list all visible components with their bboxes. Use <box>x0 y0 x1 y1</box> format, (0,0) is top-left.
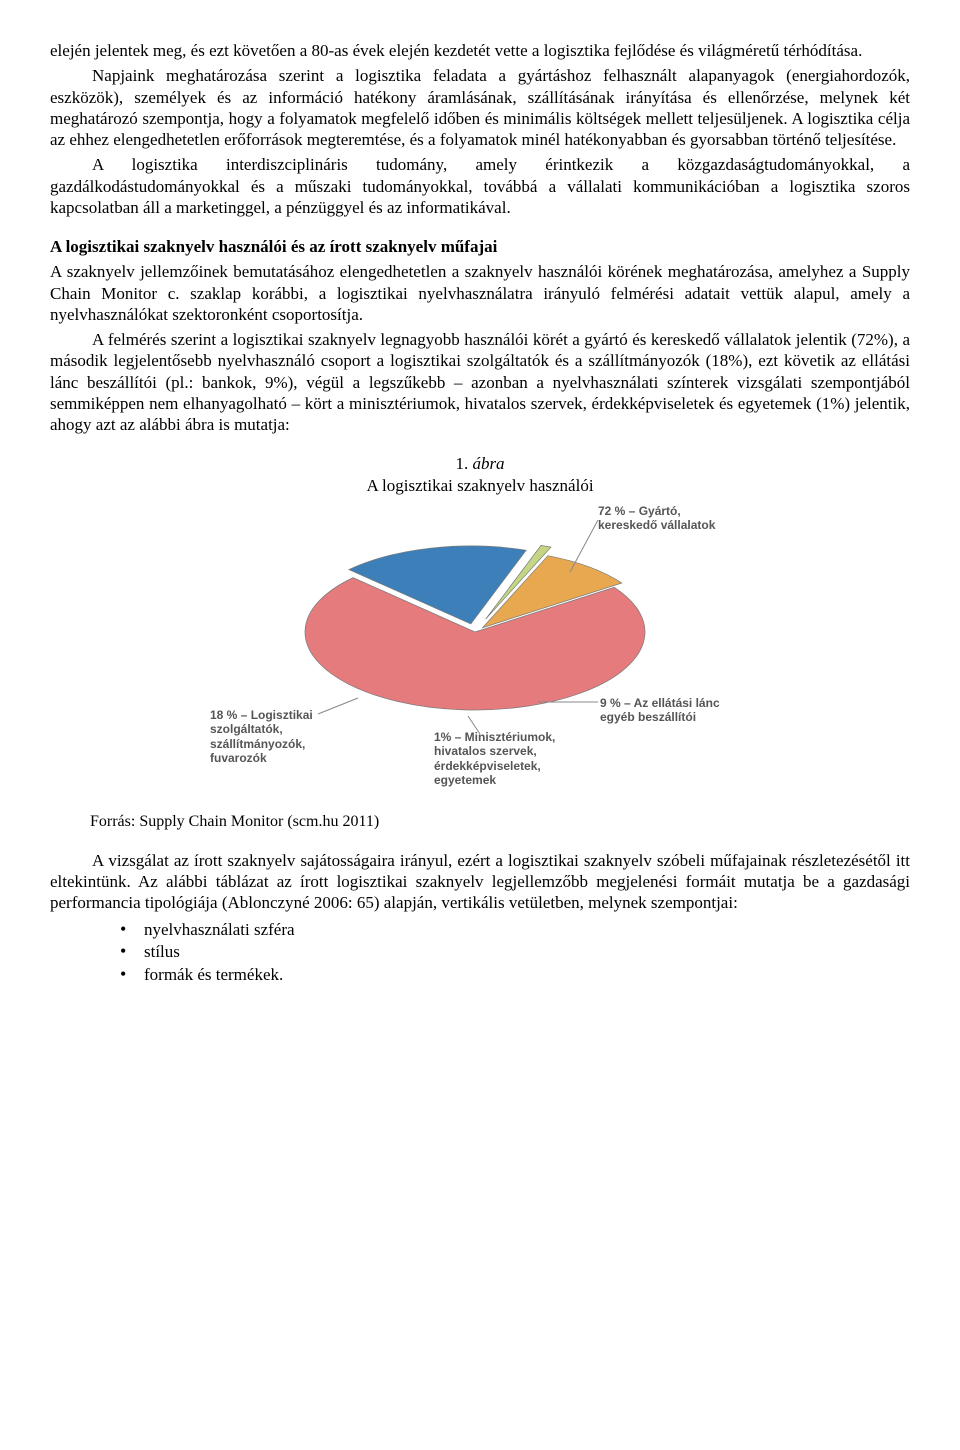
pie-label-gyarto: 72 % – Gyártó,kereskedő vállalatok <box>598 504 748 533</box>
list-item: formák és termékek. <box>120 963 910 986</box>
list-item: stílus <box>120 940 910 963</box>
pie-chart: 72 % – Gyártó,kereskedő vállalatok 18 % … <box>200 502 760 802</box>
figure-number: 1. <box>455 454 468 473</box>
paragraph-interdisciplinary: A logisztika interdiszciplináris tudomán… <box>50 154 910 218</box>
paragraph-definition: Napjaink meghatározása szerint a logiszt… <box>50 65 910 150</box>
paragraph-survey: A felmérés szerint a logisztikai szaknye… <box>50 329 910 435</box>
figure-word: ábra <box>472 454 504 473</box>
figure-caption: 1. ábra A logisztikai szaknyelv használó… <box>50 453 910 496</box>
figure-title: A logisztikai szaknyelv használói <box>366 476 593 495</box>
aspect-list: nyelvhasználati szféra stílus formák és … <box>50 918 910 986</box>
figure-source: Forrás: Supply Chain Monitor (scm.hu 201… <box>90 812 910 832</box>
paragraph-intro: elején jelentek meg, és ezt követően a 8… <box>50 40 910 61</box>
paragraph-users-intro: A szaknyelv jellemzőinek bemutatásához e… <box>50 261 910 325</box>
pie-label-miniszteriumok: 1% – Minisztériumok,hivatalos szervek,ér… <box>434 730 594 788</box>
paragraph-after-figure: A vizsgálat az írott szaknyelv sajátossá… <box>50 850 910 914</box>
pie-label-logisztikai: 18 % – Logisztikaiszolgáltatók,szállítmá… <box>210 708 350 766</box>
list-item: nyelvhasználati szféra <box>120 918 910 941</box>
section-title-users: A logisztikai szaknyelv használói és az … <box>50 236 910 257</box>
pie-label-ellatasi: 9 % – Az ellátási láncegyéb beszállítói <box>600 696 760 725</box>
